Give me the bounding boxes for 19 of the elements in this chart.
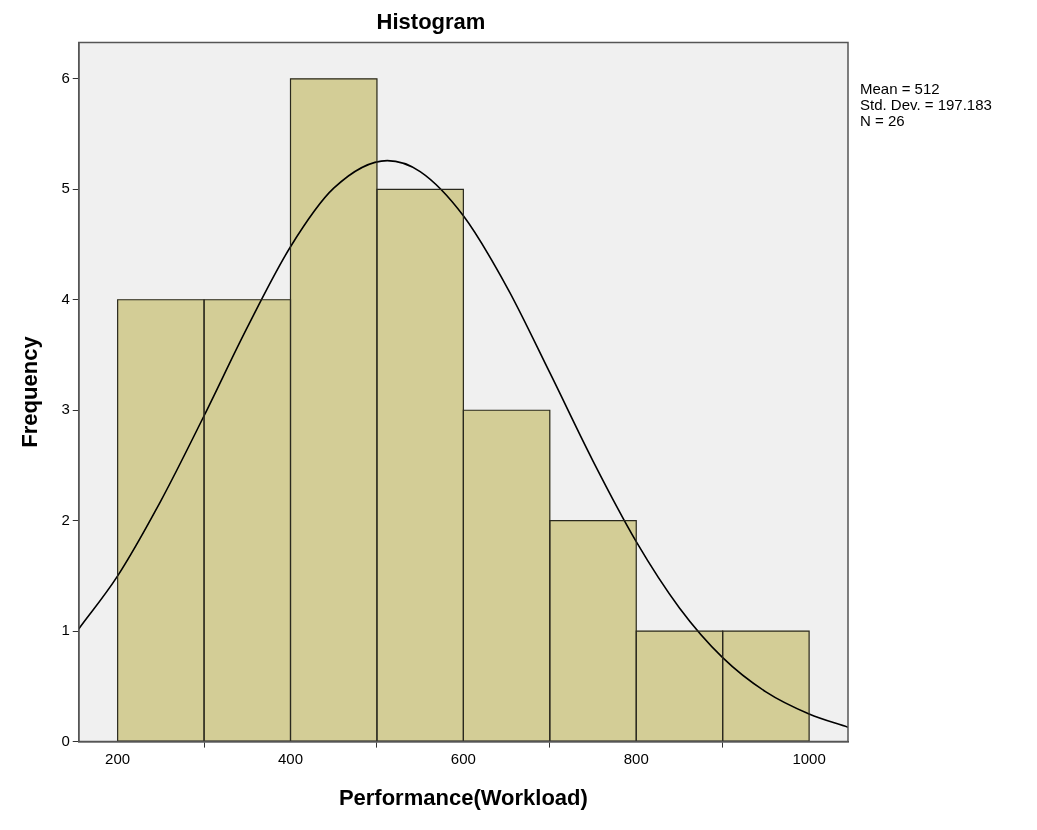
x-tick-label: 600 <box>450 749 476 767</box>
y-tick-label: 4 <box>61 289 70 307</box>
x-tick-label: 1000 <box>792 749 826 767</box>
y-tick-label: 2 <box>61 510 70 528</box>
x-tick-label: 800 <box>623 749 649 767</box>
x-tick-label: 200 <box>105 749 131 767</box>
line-series <box>78 159 848 729</box>
chart-title: Histogram <box>376 9 486 35</box>
x-axis-title: Performance(Workload) <box>338 784 588 810</box>
y-tick-label: 5 <box>61 179 70 197</box>
y-tick-label: 3 <box>61 400 70 418</box>
y-tick-label: 6 <box>61 68 70 86</box>
text: N = 26 <box>860 112 905 130</box>
y-tick-label: 1 <box>61 621 70 639</box>
y-tick-label: 0 <box>61 731 70 749</box>
x-tick-label: 400 <box>277 749 304 767</box>
text: Mean = 512 <box>860 80 940 98</box>
text: Std. Dev. = 197.183 <box>860 96 992 114</box>
y-axis-title: Frequency <box>17 335 43 448</box>
